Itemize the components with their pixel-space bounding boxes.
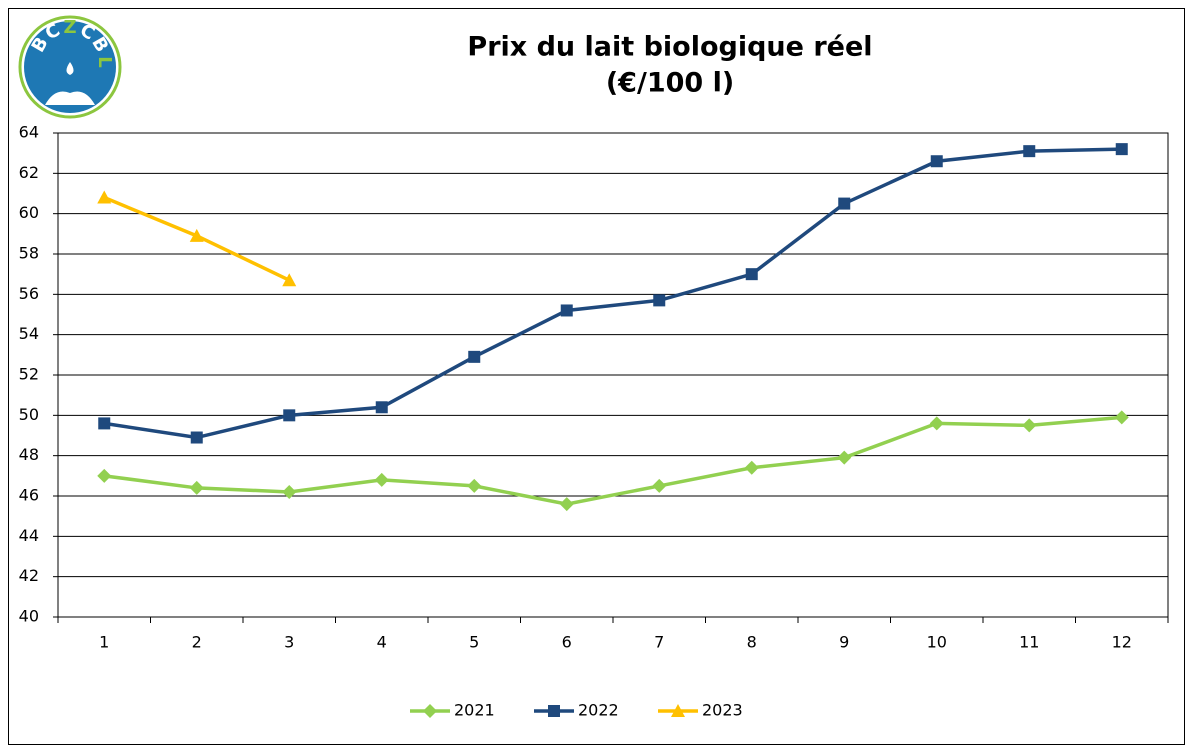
marker	[559, 497, 574, 512]
marker	[1022, 418, 1037, 433]
marker	[467, 478, 482, 493]
y-tick-label: 56	[19, 284, 39, 303]
marker	[560, 304, 573, 317]
y-tick-label: 60	[19, 203, 39, 222]
marker	[744, 460, 759, 475]
x-tick-label: 11	[1019, 633, 1039, 652]
marker	[1114, 410, 1129, 425]
marker	[283, 409, 296, 422]
x-tick-label: 7	[654, 633, 664, 652]
y-tick-label: 54	[19, 324, 39, 343]
y-tick-label: 42	[19, 566, 39, 585]
marker	[189, 480, 204, 495]
y-tick-label: 50	[19, 405, 39, 424]
marker	[468, 350, 481, 363]
marker	[1115, 143, 1128, 156]
y-tick-label: 46	[19, 486, 39, 505]
marker	[97, 468, 112, 483]
marker	[838, 197, 851, 210]
x-tick-label: 3	[284, 633, 294, 652]
marker	[190, 431, 203, 444]
marker	[548, 705, 560, 717]
y-tick-label: 40	[19, 607, 39, 626]
logo-letter: Z	[63, 17, 76, 38]
marker	[837, 450, 852, 465]
x-tick-label: 9	[839, 633, 849, 652]
y-tick-label: 62	[19, 163, 39, 182]
logo: BC Z CBL	[18, 15, 122, 119]
y-tick-label: 48	[19, 445, 39, 464]
marker	[282, 273, 297, 287]
chart-subtitle: (€/100 l)	[606, 68, 734, 99]
y-tick-label: 52	[19, 365, 39, 384]
y-tick-label: 58	[19, 244, 39, 263]
marker	[652, 478, 667, 493]
x-tick-label: 8	[747, 633, 757, 652]
marker	[97, 190, 112, 204]
series	[97, 190, 297, 287]
series-line	[103, 147, 1122, 440]
x-tick-label: 2	[192, 633, 202, 652]
legend-label: 2022	[578, 701, 619, 720]
series-line	[104, 415, 1122, 506]
marker	[374, 472, 389, 487]
x-tick-label: 5	[469, 633, 479, 652]
logo-drop	[66, 62, 74, 75]
legend-label: 2023	[702, 701, 743, 720]
series	[98, 143, 1128, 444]
x-tick-label: 10	[927, 633, 947, 652]
x-tick-label: 6	[562, 633, 572, 652]
logo-letter: L	[94, 56, 115, 67]
marker	[930, 155, 943, 168]
legend-label: 2021	[454, 701, 495, 720]
x-tick-label: 12	[1112, 633, 1132, 652]
marker	[375, 401, 388, 414]
marker	[671, 704, 685, 717]
marker	[1023, 145, 1036, 158]
marker	[189, 228, 204, 242]
y-tick-label: 64	[19, 123, 39, 142]
x-tick-label: 1	[99, 633, 109, 652]
marker	[929, 416, 944, 431]
logo-splash	[45, 91, 95, 105]
y-tick-label: 44	[19, 526, 39, 545]
series	[97, 410, 1129, 512]
marker	[745, 268, 758, 281]
marker	[423, 704, 437, 718]
marker	[653, 294, 666, 307]
chart-title: Prix du lait biologique réel	[467, 32, 872, 63]
marker	[282, 484, 297, 499]
marker	[98, 417, 111, 430]
x-tick-label: 4	[377, 633, 387, 652]
